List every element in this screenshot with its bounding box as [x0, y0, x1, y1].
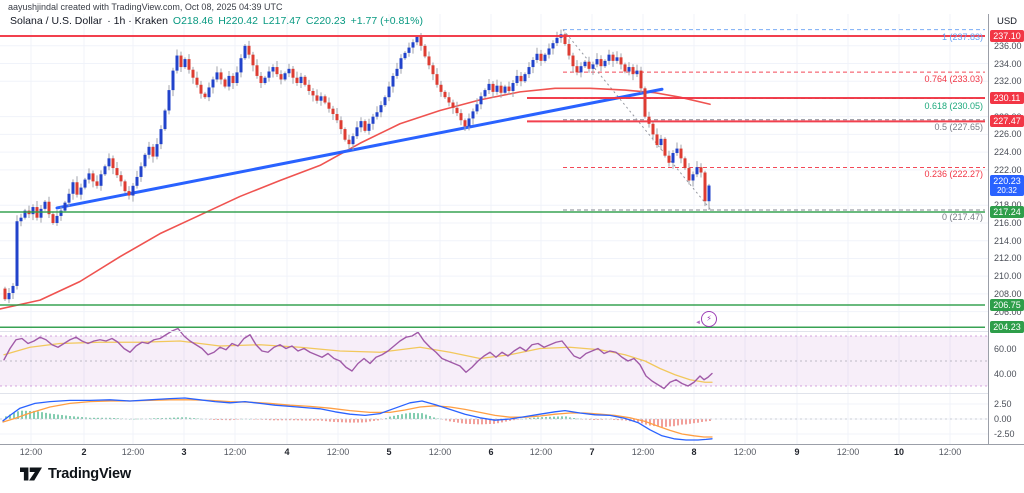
ohlc-low: L217.47	[262, 15, 301, 27]
time-tick-label: 2	[81, 447, 87, 457]
axis-tick-label: 40.00	[994, 368, 1017, 379]
fib-level-label: 0.764 (233.03)	[924, 74, 983, 85]
price-axis[interactable]: USD 236.00234.00232.00228.00226.00224.00…	[988, 14, 1024, 444]
time-tick-label: 9	[794, 447, 800, 457]
axis-tick-label: 236.00	[994, 40, 1022, 51]
tradingview-logo[interactable]: TradingView	[20, 466, 131, 482]
flash-marker-icon: ⚡	[695, 311, 717, 330]
axis-tick-label: 60.00	[994, 343, 1017, 354]
time-tick-label: 4	[284, 447, 290, 457]
axis-tick-label: 232.00	[994, 76, 1022, 87]
ohlc-change: +1.77 (+0.81%)	[350, 15, 423, 27]
axis-tick-label: -2.50	[994, 429, 1015, 439]
fib-level-label: 0.618 (230.05)	[924, 100, 983, 111]
axis-tick-label: 0.00	[994, 414, 1012, 424]
time-tick-label: 12:00	[733, 447, 757, 457]
time-tick-label: 12:00	[938, 447, 962, 457]
time-tick-label: 12:00	[428, 447, 452, 457]
axis-tick-label: 208.00	[994, 288, 1022, 299]
time-tick-label: 12:00	[529, 447, 553, 457]
time-tick-label: 5	[386, 447, 392, 457]
axis-tick-label: 216.00	[994, 218, 1022, 228]
time-tick-label: 12:00	[631, 447, 655, 457]
axis-tick-label: 214.00	[994, 235, 1022, 246]
axis-tick-label: 222.00	[994, 164, 1022, 175]
ohlc-open: O218.46	[172, 15, 214, 27]
tradingview-logo-text: TradingView	[48, 466, 131, 482]
time-tick-label: 6	[488, 447, 494, 457]
axis-tick-label: 226.00	[994, 129, 1022, 140]
time-tick-label: 10	[893, 447, 905, 457]
axis-tick-label: 218.00	[994, 200, 1022, 210]
price-badge: 204.23	[990, 321, 1024, 334]
currency-label: USD	[996, 16, 1018, 27]
symbol-interval-exchange: · 1h · Kraken	[107, 15, 168, 27]
attribution-text: aayushjindal created with TradingView.co…	[8, 2, 283, 12]
time-tick-label: 12:00	[326, 447, 350, 457]
axis-tick-label: 210.00	[994, 271, 1022, 282]
ohlc-high: H220.42	[218, 15, 258, 27]
time-tick-label: 12:00	[121, 447, 145, 457]
price-badge: 227.47	[990, 115, 1024, 128]
axis-tick-label: 206.00	[994, 306, 1022, 317]
axis-tick-label: 212.00	[994, 253, 1022, 264]
fib-level-label: 1 (237.83)	[941, 31, 983, 42]
price-badge: 206.75	[990, 298, 1024, 311]
fib-level-label: 0 (217.47)	[941, 211, 983, 222]
ohlc-close: C220.23	[305, 15, 346, 27]
axis-tick-label: 234.00	[994, 58, 1022, 69]
axis-tick-label: 2.50	[994, 399, 1012, 409]
fib-level-label: 0.5 (227.65)	[934, 121, 983, 132]
time-tick-label: 7	[589, 447, 595, 457]
price-chart-canvas[interactable]	[0, 14, 988, 444]
price-badge: 230.11	[990, 91, 1024, 104]
time-tick-label: 12:00	[19, 447, 43, 457]
symbol-legend[interactable]: Solana / U.S. Dollar · 1h · Kraken O218.…	[10, 15, 423, 27]
time-tick-label: 12:00	[836, 447, 860, 457]
axis-tick-label: 224.00	[994, 147, 1022, 158]
price-badge: 217.24	[990, 206, 1024, 219]
time-axis[interactable]: 12:00 2 12:00 3 12:00 4 12:00 5 12:00 6 12:00 7 12:0…	[0, 444, 1024, 459]
time-tick-label: 8	[691, 447, 697, 457]
fib-level-label: 0.236 (222.27)	[924, 169, 983, 180]
symbol-title: Solana / U.S. Dollar	[10, 15, 103, 27]
tradingview-mark-icon	[20, 467, 42, 481]
time-tick-label: 3	[181, 447, 187, 457]
price-badge: 237.10	[990, 30, 1024, 43]
price-badge: 220.23 20:32	[990, 174, 1024, 196]
time-tick-label: 12:00	[223, 447, 247, 457]
